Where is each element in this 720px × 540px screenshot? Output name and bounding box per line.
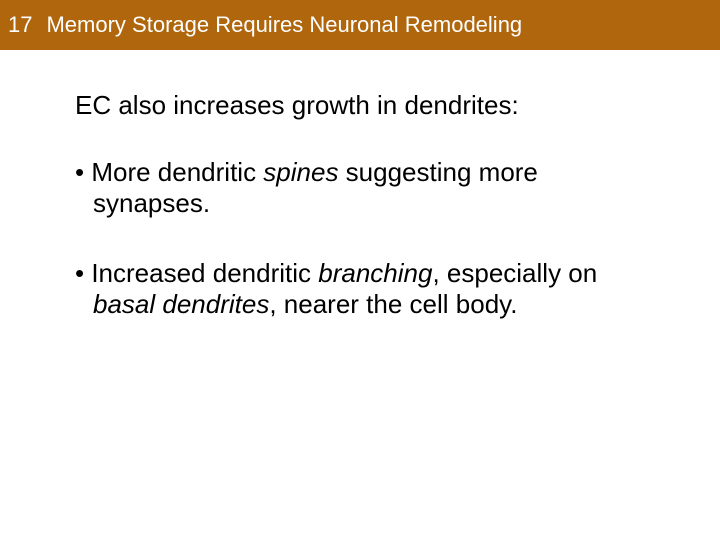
bullet-item: • Increased dendritic branching, especia… — [75, 258, 650, 320]
bullet-marker: • — [75, 157, 84, 187]
bullet-item: • More dendritic spines suggesting more … — [75, 157, 650, 219]
bullet-text-suffix: , nearer the cell body. — [269, 289, 517, 319]
bullet-marker: • — [75, 258, 84, 288]
chapter-title: Memory Storage Requires Neuronal Remodel… — [46, 12, 522, 38]
slide-header: 17 Memory Storage Requires Neuronal Remo… — [0, 0, 720, 50]
bullet-text-prefix: Increased dendritic — [84, 258, 318, 288]
bullet-text-italic: spines — [263, 157, 338, 187]
bullet-text-mid: , especially on — [432, 258, 597, 288]
bullet-text-italic: branching — [318, 258, 432, 288]
intro-text: EC also increases growth in dendrites: — [75, 90, 650, 121]
slide-content: EC also increases growth in dendrites: •… — [0, 50, 720, 320]
bullet-text-prefix: More dendritic — [84, 157, 263, 187]
chapter-number: 17 — [8, 12, 32, 38]
bullet-text-italic: basal dendrites — [93, 289, 269, 319]
